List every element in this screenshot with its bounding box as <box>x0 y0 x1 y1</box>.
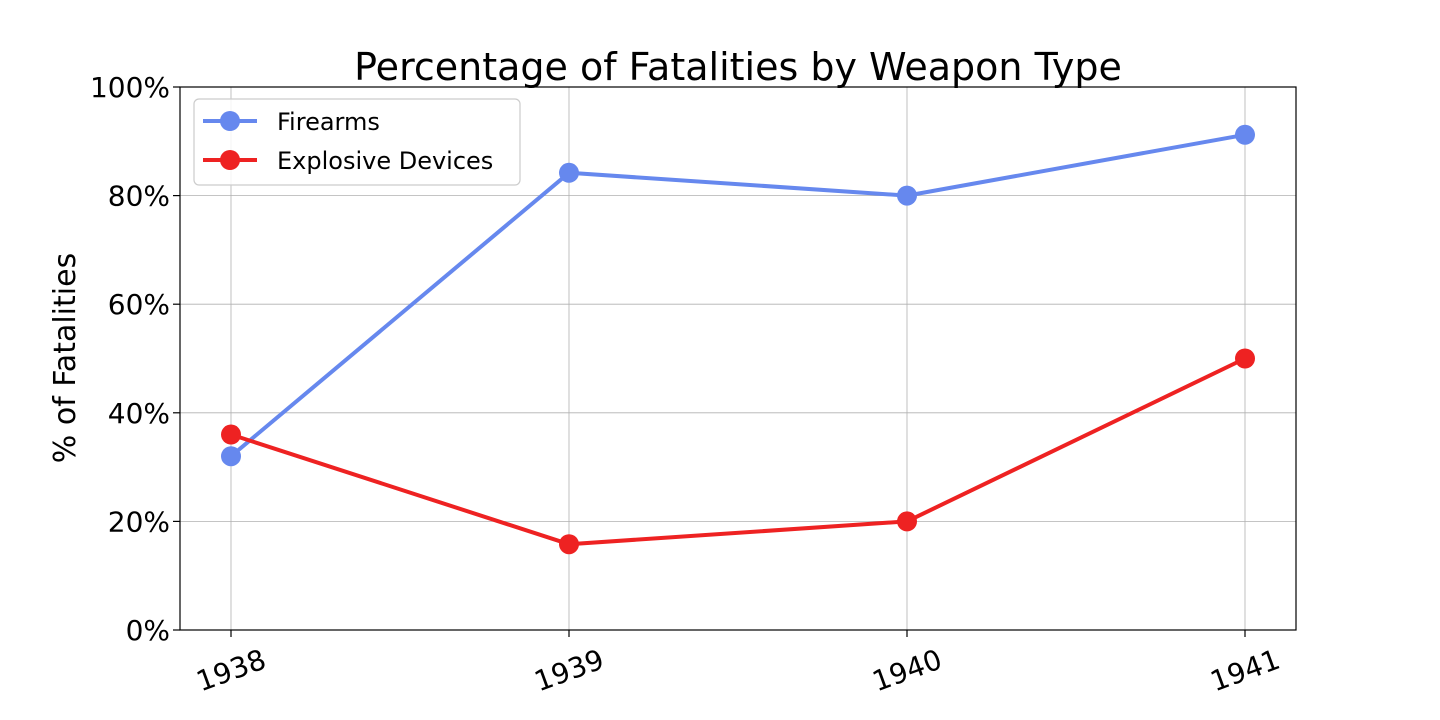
x-tick-label: 1941 <box>1206 643 1284 698</box>
data-point <box>1235 348 1255 369</box>
series-line <box>230 356 1246 547</box>
legend-label: Firearms <box>277 108 380 136</box>
y-tick-label: 60% <box>108 288 170 321</box>
x-tick-label: 1940 <box>868 643 946 698</box>
data-point <box>221 424 241 445</box>
y-tick-label: 20% <box>108 505 170 538</box>
x-tick-label: 1939 <box>530 643 608 698</box>
chart-title: Percentage of Fatalities by Weapon Type <box>354 45 1122 89</box>
y-tick-label: 40% <box>108 397 170 430</box>
legend-marker <box>220 150 240 170</box>
legend-marker <box>220 111 240 131</box>
legend: Firearms Explosive Devices <box>193 98 521 186</box>
y-tick-label: 80% <box>108 180 170 213</box>
data-point <box>897 511 917 532</box>
legend-label: Explosive Devices <box>277 147 493 175</box>
data-point <box>1235 124 1255 145</box>
data-point <box>897 185 917 206</box>
x-tick-label: 1938 <box>192 643 270 698</box>
series-group <box>221 124 1255 555</box>
series-line <box>229 132 1246 458</box>
y-tick-label: 100% <box>90 71 170 104</box>
legend-box <box>193 98 521 186</box>
y-axis-label: % of Fatalities <box>48 253 83 463</box>
plot-frame <box>179 86 1297 631</box>
data-point <box>559 534 579 555</box>
data-point <box>559 162 579 183</box>
y-axis: 0% 20% 40% 60% 80% 100% <box>90 71 180 647</box>
data-point <box>221 446 241 467</box>
y-tick-label: 0% <box>126 614 170 647</box>
x-axis: 1938 1939 1940 1941 <box>192 630 1284 698</box>
